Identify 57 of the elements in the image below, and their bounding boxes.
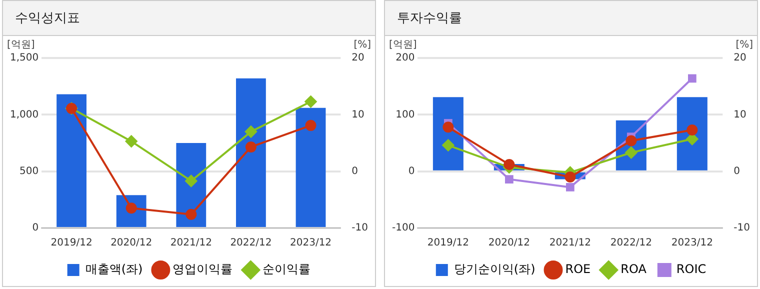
y-tick-label: 0 [32, 222, 39, 234]
x-tick-label: 2023/12 [290, 238, 332, 249]
y2-tick-label: 10 [352, 109, 364, 120]
chart-title: 수익성지표 [15, 10, 80, 27]
point [442, 122, 454, 133]
y-tick-label: -100 [392, 222, 415, 234]
point [305, 120, 316, 131]
point [566, 183, 574, 192]
x-tick-label: 2021/12 [170, 238, 212, 249]
y2-tick-label: 0 [352, 166, 358, 177]
y-tick-label: 1,000 [10, 109, 39, 120]
x-tick-label: 2021/12 [549, 238, 591, 249]
y2-tick-label: -10 [352, 222, 368, 234]
y-axis-title: [억원] [389, 40, 417, 51]
point [564, 172, 576, 182]
y-tick-label: 100 [396, 109, 415, 120]
y-tick-label: 500 [20, 166, 39, 177]
legend-label: ROE [565, 262, 591, 276]
y-tick-label: 1,500 [10, 52, 39, 64]
legend-label: ROA [620, 262, 648, 276]
point [185, 174, 198, 187]
point [304, 96, 317, 108]
point [626, 135, 637, 146]
legend-label: 당기순이익(좌) [454, 262, 536, 276]
chart-title: 투자수익률 [397, 10, 462, 27]
x-tick-label: 2020/12 [488, 238, 530, 249]
y-tick-label: 200 [396, 52, 415, 64]
x-tick-label: 2022/12 [230, 238, 272, 249]
y2-tick-label: 20 [734, 52, 746, 64]
legend-label: ROIC [676, 262, 706, 276]
bar [676, 97, 708, 170]
point [625, 146, 638, 159]
point [125, 135, 138, 148]
y2-axis-title: [%] [354, 40, 372, 51]
y-axis-title: [억원] [7, 40, 35, 51]
legend-label: 순이익률 [262, 262, 311, 276]
y2-axis-title: [%] [736, 40, 754, 51]
point [686, 124, 698, 136]
x-tick-label: 2022/12 [610, 238, 652, 249]
legend-label: 매출액(좌) [85, 262, 143, 276]
x-tick-label: 2020/12 [110, 238, 152, 249]
y2-tick-label: 0 [734, 166, 740, 177]
point [504, 159, 515, 170]
legend-label: 영업이익률 [172, 262, 233, 276]
x-tick-label: 2023/12 [671, 238, 713, 249]
point [244, 126, 257, 138]
point [688, 74, 696, 83]
point [442, 139, 454, 152]
point [245, 141, 256, 152]
y2-tick-label: -10 [734, 222, 750, 234]
x-tick-label: 2019/12 [427, 238, 469, 249]
y-tick-label: 0 [408, 166, 415, 177]
x-tick-label: 2019/12 [50, 238, 92, 249]
y2-tick-label: 20 [352, 52, 364, 64]
point [186, 208, 197, 220]
y2-tick-label: 10 [734, 109, 746, 120]
point [505, 175, 514, 184]
